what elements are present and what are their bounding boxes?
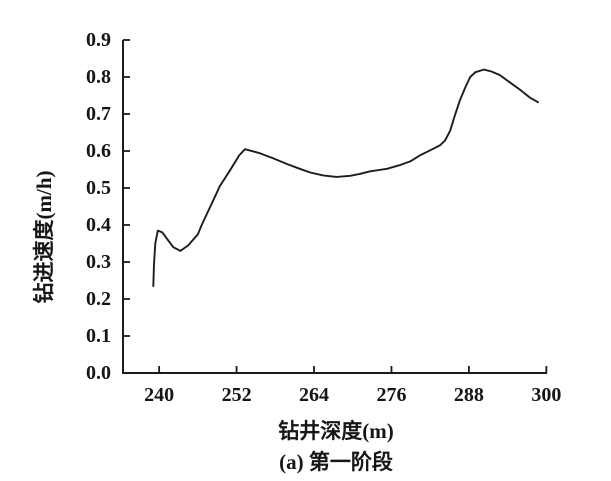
y-tick-label: 0.5 (86, 177, 111, 199)
x-tick-label: 252 (222, 384, 252, 406)
data-series-line (152, 68, 539, 288)
x-tick-label: 240 (144, 384, 174, 406)
y-axis-title: 钻进速度(m/h) (32, 171, 56, 304)
y-tick-label: 0.7 (86, 103, 111, 125)
y-tick-label: 0.3 (86, 251, 111, 273)
y-tick-label: 0.1 (86, 325, 111, 347)
chart-caption: (a) 第一阶段 (279, 450, 393, 474)
y-tick-label: 0.0 (86, 362, 111, 384)
y-tick-label: 0.9 (86, 29, 111, 51)
y-tick-label: 0.6 (86, 140, 111, 162)
x-axis-title: 钻井深度(m) (278, 419, 393, 443)
x-tick-label: 288 (454, 384, 484, 406)
y-tick-label: 0.8 (86, 66, 111, 88)
axes (122, 39, 548, 374)
y-tick-label: 0.2 (86, 288, 111, 310)
x-tick-label: 264 (299, 384, 329, 406)
y-tick-label: 0.4 (86, 214, 111, 236)
x-tick-label: 276 (376, 384, 406, 406)
tick-labels: 0.0 0.1 0.2 0.3 0.4 0.5 0.6 0.7 0.8 0.9 240 252 264 2… (86, 29, 561, 406)
x-tick-label: 300 (531, 384, 561, 406)
